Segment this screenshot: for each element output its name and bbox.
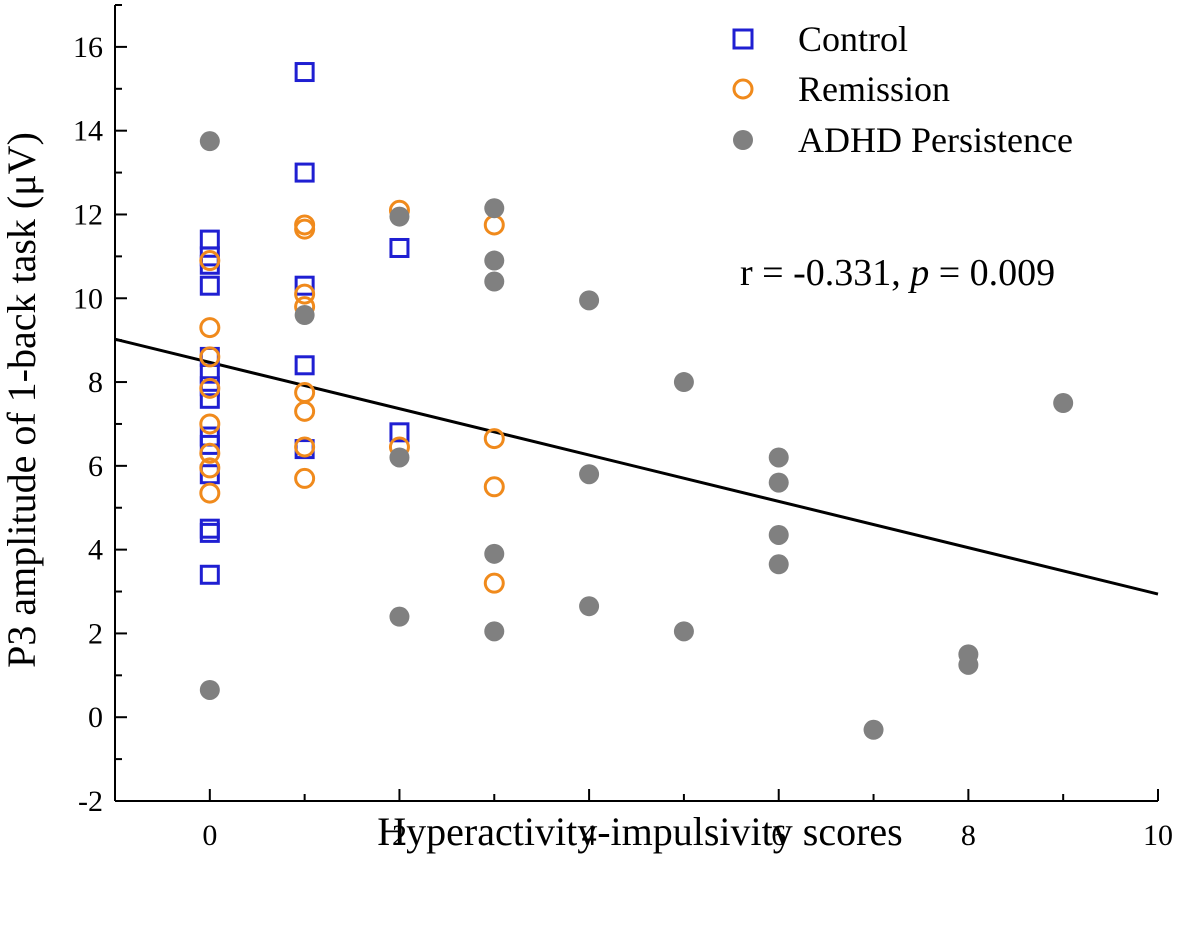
data-point (199, 413, 221, 435)
data-point (579, 290, 600, 311)
legend-label-adhd-persistence: ADHD Persistence (798, 120, 1073, 160)
data-point (768, 554, 789, 575)
data-point (199, 518, 220, 539)
data-point (294, 283, 316, 305)
data-point (958, 654, 979, 675)
legend-marker-remission (732, 78, 754, 100)
y-tick-label: 14 (73, 115, 103, 148)
y-tick-label: 2 (88, 617, 103, 650)
data-point (199, 564, 220, 585)
data-point (389, 422, 410, 443)
legend-item-control: Control (732, 19, 908, 59)
legend: Control Remission ADHD Persistence (732, 19, 1073, 160)
data-point (484, 250, 505, 271)
y-tick-label: 4 (88, 534, 103, 567)
data-point (199, 522, 220, 543)
series-adhd-persistence (199, 131, 1074, 740)
data-point (484, 198, 505, 219)
y-tick-label: 10 (73, 282, 103, 315)
y-tick-label: 16 (73, 31, 103, 64)
data-point (579, 596, 600, 617)
data-point (199, 679, 220, 700)
x-tick-label: 4 (582, 819, 597, 852)
data-point (199, 275, 220, 296)
legend-marker-control (732, 28, 754, 50)
data-point (199, 388, 220, 409)
data-point (483, 476, 505, 498)
p-value-text: = 0.009 (929, 252, 1055, 294)
data-point (199, 250, 221, 272)
data-point (199, 346, 221, 368)
data-point (294, 305, 315, 326)
data-point (484, 543, 505, 564)
data-point (389, 447, 410, 468)
data-point (768, 524, 789, 545)
data-point (579, 464, 600, 485)
data-point (199, 482, 221, 504)
x-axis-title: Hyperactivity-impulsivity scores (377, 809, 902, 854)
x-tick-label: 6 (771, 819, 786, 852)
data-point (484, 271, 505, 292)
data-point (673, 372, 694, 393)
data-point (199, 434, 220, 455)
legend-marker-adhd-persistence (733, 130, 753, 150)
x-tick-label: 8 (961, 819, 976, 852)
correlation-annotation: r = -0.331, p = 0.009 (740, 252, 1055, 294)
p-symbol: p (907, 252, 929, 294)
data-point (484, 621, 505, 642)
data-point (294, 355, 315, 376)
r-value-text: r = -0.331, (740, 252, 910, 294)
data-point (294, 162, 315, 183)
data-point (768, 472, 789, 493)
y-tick-label: 12 (73, 198, 103, 231)
data-point (294, 275, 315, 296)
data-point (294, 436, 316, 458)
y-axis-title: P3 amplitude of 1-back task (μV) (0, 132, 44, 668)
data-point (294, 218, 316, 240)
data-point (768, 447, 789, 468)
data-point (483, 214, 505, 236)
legend-item-remission: Remission (732, 69, 950, 109)
legend-label-control: Control (798, 19, 908, 59)
data-point (199, 229, 220, 250)
x-tick-label: 10 (1143, 819, 1173, 852)
x-tick-label: 0 (202, 819, 217, 852)
data-point (294, 400, 316, 422)
data-point (1053, 393, 1074, 413)
data-point (389, 237, 410, 258)
data-point (389, 206, 410, 227)
data-point (199, 377, 221, 399)
data-series (114, 62, 1159, 740)
y-tick-label: -2 (78, 785, 103, 818)
data-point (199, 457, 221, 479)
legend-item-adhd-persistence: ADHD Persistence (733, 120, 1073, 160)
data-point (294, 467, 316, 489)
data-point (389, 606, 410, 627)
y-tick-label: 8 (88, 366, 103, 399)
data-point (863, 719, 884, 740)
axes: 0 2 4 6 8 10 -2 0 2 4 6 8 10 12 14 16 (73, 4, 1173, 852)
data-point (483, 428, 505, 450)
data-point (199, 131, 220, 152)
data-point (199, 442, 221, 464)
data-point (294, 62, 315, 83)
y-tick-label: 0 (88, 701, 103, 734)
data-point (483, 572, 505, 594)
data-point (673, 621, 694, 642)
y-tick-label: 6 (88, 450, 103, 483)
regression-line (114, 337, 1159, 596)
legend-label-remission: Remission (798, 69, 950, 109)
data-point (199, 317, 221, 339)
x-tick-label: 2 (392, 819, 407, 852)
